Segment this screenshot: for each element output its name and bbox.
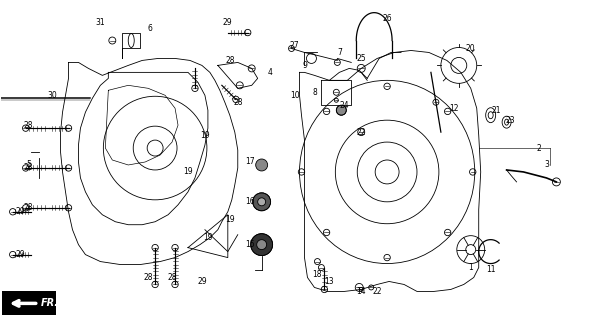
Text: 10: 10 bbox=[290, 91, 300, 100]
Circle shape bbox=[251, 234, 273, 256]
Text: 28: 28 bbox=[233, 98, 243, 107]
Text: 17: 17 bbox=[245, 157, 255, 166]
Text: 21: 21 bbox=[492, 106, 501, 115]
Circle shape bbox=[253, 193, 271, 211]
Text: 28: 28 bbox=[24, 203, 34, 212]
Text: 28: 28 bbox=[167, 273, 177, 282]
Circle shape bbox=[258, 198, 265, 206]
Text: 28: 28 bbox=[24, 164, 34, 172]
Circle shape bbox=[257, 240, 267, 250]
Text: 31: 31 bbox=[96, 18, 105, 27]
Text: 9: 9 bbox=[302, 61, 307, 70]
Text: 5: 5 bbox=[26, 160, 31, 170]
Text: 20: 20 bbox=[466, 44, 476, 53]
Text: 26: 26 bbox=[382, 14, 392, 23]
Circle shape bbox=[337, 105, 346, 115]
Text: 19: 19 bbox=[200, 131, 210, 140]
Text: 29: 29 bbox=[16, 250, 26, 259]
Text: 23: 23 bbox=[506, 116, 515, 125]
Text: 19: 19 bbox=[203, 233, 213, 242]
FancyBboxPatch shape bbox=[2, 292, 56, 315]
Text: 7: 7 bbox=[337, 48, 342, 57]
Text: 28: 28 bbox=[143, 273, 153, 282]
Text: 30: 30 bbox=[48, 91, 58, 100]
Text: 12: 12 bbox=[449, 104, 459, 113]
Circle shape bbox=[256, 159, 268, 171]
Text: 22: 22 bbox=[373, 287, 382, 296]
Text: 8: 8 bbox=[312, 88, 317, 97]
Text: 13: 13 bbox=[325, 277, 334, 286]
Text: 24: 24 bbox=[340, 101, 349, 110]
Text: 25: 25 bbox=[356, 54, 366, 63]
Text: 1: 1 bbox=[468, 263, 473, 272]
Text: 19: 19 bbox=[225, 215, 235, 224]
Text: 11: 11 bbox=[486, 265, 495, 274]
Text: 15: 15 bbox=[245, 240, 255, 249]
Text: 28: 28 bbox=[225, 56, 235, 65]
Text: 19: 19 bbox=[183, 167, 193, 176]
Text: 22: 22 bbox=[356, 128, 366, 137]
Text: 2: 2 bbox=[536, 144, 541, 153]
Text: 29: 29 bbox=[223, 18, 232, 27]
Text: 29: 29 bbox=[197, 277, 207, 286]
Text: 14: 14 bbox=[356, 287, 366, 296]
Text: FR.: FR. bbox=[41, 298, 59, 308]
Text: 6: 6 bbox=[148, 24, 153, 33]
Text: 3: 3 bbox=[544, 160, 549, 170]
Text: 29: 29 bbox=[16, 207, 26, 216]
Text: 18: 18 bbox=[313, 270, 322, 279]
Text: 27: 27 bbox=[290, 41, 300, 50]
Text: 28: 28 bbox=[24, 121, 34, 130]
Text: 4: 4 bbox=[267, 68, 272, 77]
Text: 16: 16 bbox=[245, 197, 255, 206]
